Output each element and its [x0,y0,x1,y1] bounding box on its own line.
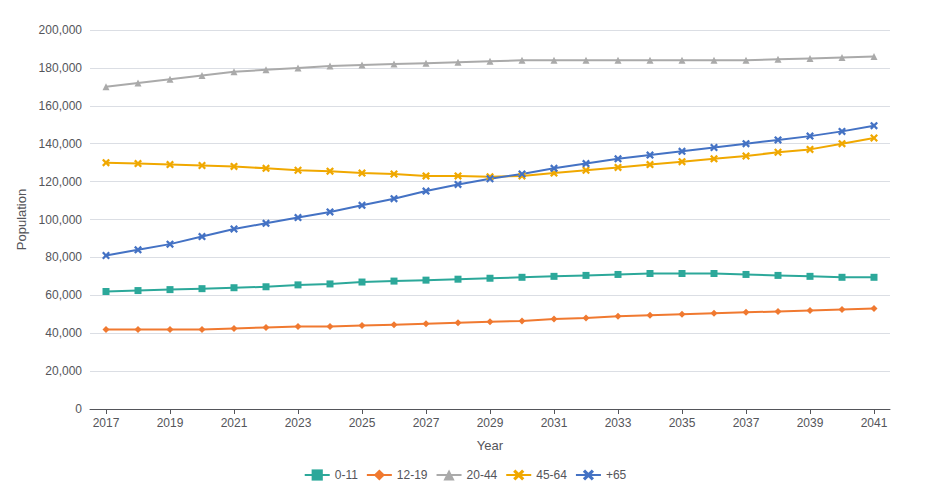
svg-text:12-19: 12-19 [397,468,428,482]
svg-text:2027: 2027 [413,416,440,430]
svg-text:2017: 2017 [93,416,120,430]
svg-text:2021: 2021 [221,416,248,430]
svg-text:Population: Population [14,189,29,250]
svg-text:80,000: 80,000 [45,250,82,264]
svg-text:0-11: 0-11 [335,468,358,482]
svg-text:60,000: 60,000 [45,288,82,302]
svg-text:120,000: 120,000 [39,175,83,189]
svg-text:140,000: 140,000 [39,137,83,151]
svg-text:2041: 2041 [861,416,888,430]
svg-text:Year: Year [477,438,504,453]
svg-text:20-44: 20-44 [467,468,498,482]
svg-text:180,000: 180,000 [39,61,83,75]
svg-text:2019: 2019 [157,416,184,430]
svg-text:200,000: 200,000 [39,23,83,37]
svg-text:40,000: 40,000 [45,326,82,340]
svg-text:+65: +65 [606,468,627,482]
svg-text:2033: 2033 [605,416,632,430]
svg-text:2035: 2035 [669,416,696,430]
svg-text:160,000: 160,000 [39,99,83,113]
svg-text:2023: 2023 [285,416,312,430]
svg-text:0: 0 [75,402,82,416]
svg-text:2037: 2037 [733,416,760,430]
svg-text:2031: 2031 [541,416,568,430]
svg-text:2029: 2029 [477,416,504,430]
svg-text:45-64: 45-64 [536,468,567,482]
svg-text:20,000: 20,000 [45,364,82,378]
svg-text:2039: 2039 [797,416,824,430]
svg-text:100,000: 100,000 [39,213,83,227]
svg-text:2025: 2025 [349,416,376,430]
